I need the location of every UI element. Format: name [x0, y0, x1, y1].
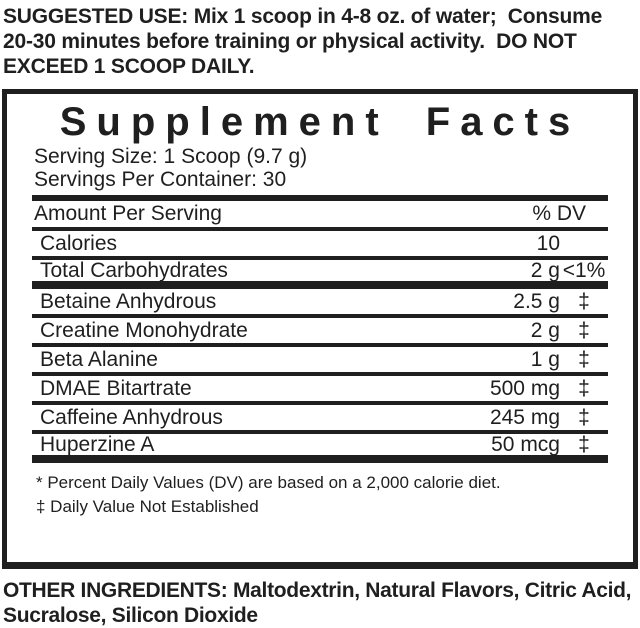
nutrient-row: Beta Alanine 1 g ‡	[32, 347, 608, 376]
nutrient-daily-value: ‡	[578, 405, 590, 429]
nutrient-name: Huperzine A	[40, 432, 155, 456]
nutrient-amount: 10	[536, 231, 560, 255]
amount-per-serving-header: Amount Per Serving	[34, 202, 222, 225]
percent-dv-header: % DV	[532, 202, 586, 225]
other-ingredients-line: Sucralose, Silicon Dioxide	[3, 604, 258, 627]
nutrient-name: Betaine Anhydrous	[40, 289, 217, 313]
nutrient-amount: 1 g	[530, 347, 560, 371]
suggested-use-line: 20-30 minutes before training or physica…	[3, 30, 577, 53]
footnote-dv-not-established: ‡ Daily Value Not Established	[36, 497, 259, 516]
nutrient-name: Beta Alanine	[40, 347, 158, 371]
nutrient-daily-value: ‡	[578, 432, 590, 456]
nutrient-name: Total Carbohydrates	[40, 258, 228, 282]
nutrient-row: DMAE Bitartrate 500 mg ‡	[32, 376, 608, 405]
nutrient-daily-value: ‡	[578, 289, 590, 313]
nutrient-amount: 2.5 g	[513, 289, 560, 313]
table-header-row: Amount Per Serving % DV	[32, 201, 608, 231]
nutrient-daily-value: ‡	[578, 318, 590, 342]
nutrient-name: Calories	[40, 231, 118, 255]
panel-content: Supplement Facts Serving Size: 1 Scoop (…	[7, 94, 633, 562]
servings-per-container-text: Servings Per Container: 30	[34, 168, 287, 191]
nutrient-amount: 2 g	[530, 318, 560, 342]
nutrient-row: Caffeine Anhydrous 245 mg ‡	[32, 405, 608, 434]
other-ingredients-text: OTHER INGREDIENTS: Maltodextrin, Natural…	[3, 578, 638, 628]
panel-title: Supplement Facts	[59, 100, 581, 144]
section-divider-bar	[32, 195, 608, 201]
nutrient-amount: 500 mg	[489, 376, 560, 400]
footnotes: * Percent Daily Values (DV) are based on…	[32, 463, 608, 519]
nutrient-rows: Calories 10 Total Carbohydrates 2 g <1% …	[32, 231, 608, 463]
nutrient-daily-value: ‡	[578, 376, 590, 400]
nutrient-row: Betaine Anhydrous 2.5 g ‡	[32, 289, 608, 318]
nutrient-name: DMAE Bitartrate	[40, 376, 192, 400]
nutrient-amount: 2 g	[530, 258, 560, 282]
nutrient-row: Total Carbohydrates 2 g <1%	[32, 258, 608, 289]
footnote-dv-basis: * Percent Daily Values (DV) are based on…	[36, 473, 501, 492]
suggested-use-line: EXCEED 1 SCOOP DAILY.	[3, 55, 255, 78]
nutrient-name: Caffeine Anhydrous	[40, 405, 223, 429]
nutrient-amount: 245 mg	[489, 405, 560, 429]
nutrient-amount: 50 mcg	[491, 432, 560, 456]
nutrient-row: Creatine Monohydrate 2 g ‡	[32, 318, 608, 347]
nutrient-name: Creatine Monohydrate	[40, 318, 248, 342]
nutrient-row: Calories 10	[32, 231, 608, 260]
supplement-facts-panel: Supplement Facts Serving Size: 1 Scoop (…	[2, 89, 638, 569]
nutrient-daily-value: <1%	[562, 258, 606, 282]
nutrient-daily-value: ‡	[578, 347, 590, 371]
suggested-use-line: SUGGESTED USE: Mix 1 scoop in 4-8 oz. of…	[3, 5, 603, 28]
nutrient-row: Huperzine A 50 mcg ‡	[32, 432, 608, 463]
suggested-use-text: SUGGESTED USE: Mix 1 scoop in 4-8 oz. of…	[0, 0, 640, 79]
serving-size-text: Serving Size: 1 Scoop (9.7 g)	[34, 145, 308, 168]
other-ingredients-line: OTHER INGREDIENTS: Maltodextrin, Natural…	[3, 579, 632, 602]
